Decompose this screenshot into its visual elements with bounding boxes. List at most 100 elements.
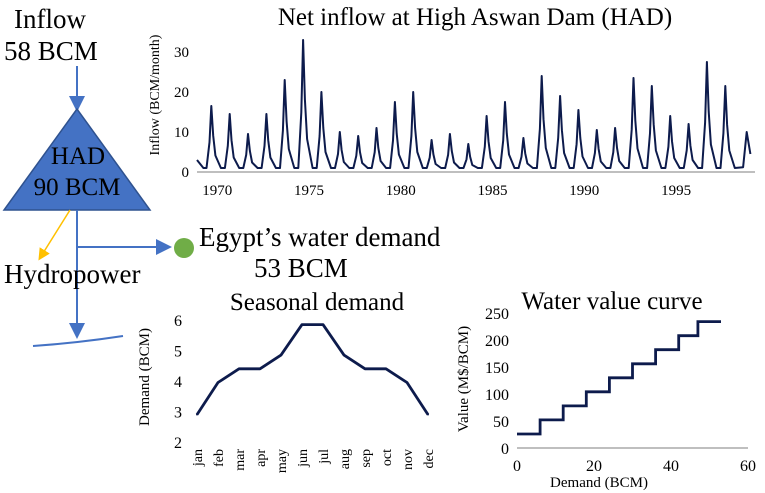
x-tick-label: dec — [422, 449, 437, 468]
demand-point — [196, 413, 198, 416]
seasonal-demand-chart: Seasonal demand Demand (BCM) 2 3 4 5 6 jan feb… — [137, 289, 437, 473]
inflow-annual-peak — [467, 143, 470, 145]
inflow-annual-peak — [394, 101, 396, 103]
inflow-annual-peak — [247, 133, 249, 135]
y-tick-label: 30 — [174, 45, 189, 61]
x-tick-label: 1980 — [386, 183, 416, 199]
inflow-series-line — [196, 39, 752, 169]
inflow-annual-peak — [522, 137, 525, 139]
demand-point — [238, 367, 240, 370]
water-value-step — [708, 320, 711, 323]
demand-point — [343, 354, 345, 357]
y-tick-label: 250 — [485, 306, 509, 323]
inflow-annual-peak — [320, 91, 323, 93]
chart-title: Water value curve — [521, 288, 702, 315]
y-tick-label: 5 — [174, 344, 182, 361]
inflow-annual-peak — [339, 131, 341, 133]
tick-group: 0 10 20 30 1970 1975 1980 1985 1990 1995 — [174, 45, 691, 199]
water-value-step — [550, 419, 553, 421]
river-line — [32, 335, 124, 347]
x-tick-label: 0 — [513, 458, 521, 475]
x-tick-label: feb — [212, 449, 227, 467]
hydropower-arrow — [38, 209, 71, 261]
net-inflow-chart: Net inflow at High Aswan Dam (HAD) Inflo… — [148, 4, 755, 199]
y-tick-label: 150 — [485, 360, 509, 377]
demand-label: Egypt’s water demand — [199, 222, 441, 252]
inflow-annual-peak — [614, 127, 616, 129]
y-tick-label: 50 — [493, 414, 509, 431]
x-tick-label: 1985 — [478, 183, 508, 199]
x-tick-label: 20 — [586, 458, 602, 475]
x-tick-label: 40 — [663, 458, 679, 475]
x-tick-label: 60 — [740, 458, 756, 475]
water-value-step — [666, 348, 668, 351]
schematic-diagram — [2, 66, 194, 347]
x-tick-label: 1970 — [202, 183, 232, 199]
water-value-step — [687, 334, 690, 337]
inflow-annual-peak — [449, 133, 451, 135]
water-value-step — [620, 377, 622, 379]
y-tick-label: 2 — [174, 435, 182, 452]
x-axis-label: Demand (BCM) — [550, 475, 648, 491]
y-tick-label: 100 — [485, 387, 509, 404]
x-tick-label: jun — [296, 449, 311, 468]
water-value-step — [643, 362, 645, 365]
y-axis-label: Value (M$/BCM) — [456, 326, 472, 432]
water-value-step — [573, 405, 576, 407]
inflow-annual-peak — [724, 85, 727, 87]
demand-point — [259, 367, 261, 370]
y-tick-label: 3 — [174, 405, 182, 422]
water-value-chart: Water value curve Value (M$/BCM) Demand … — [456, 288, 756, 491]
inflow-annual-peak — [430, 139, 433, 141]
inflow-annual-peak — [375, 127, 378, 129]
y-axis-label: Demand (BCM) — [137, 328, 153, 426]
demand-node — [174, 238, 194, 258]
inflow-annual-peak — [265, 113, 268, 115]
y-tick-label: 0 — [182, 165, 190, 181]
tick-group: 2 3 4 5 6 jan feb mar apr may jun jul aug sep oct nov de… — [174, 313, 437, 473]
chart-title: Seasonal demand — [230, 289, 405, 316]
inflow-annual-peak — [302, 39, 304, 41]
chart-title: Net inflow at High Aswan Dam (HAD) — [278, 4, 672, 31]
plot-area — [517, 320, 721, 436]
x-tick-label: may — [275, 449, 290, 473]
inflow-annual-peak — [412, 91, 415, 93]
inflow-annual-peak — [210, 105, 213, 107]
demand-point — [406, 381, 408, 384]
demand-point — [217, 381, 219, 384]
x-tick-label: oct — [380, 449, 395, 466]
x-tick-label: jan — [191, 449, 206, 467]
y-axis-label: Inflow (BCM/month) — [148, 34, 163, 155]
plot-area — [196, 39, 752, 169]
inflow-annual-peak — [651, 85, 653, 87]
had-capacity: 90 BCM — [33, 174, 121, 201]
water-value-step — [527, 433, 530, 435]
demand-point — [427, 413, 429, 416]
x-tick-label: mar — [233, 449, 248, 471]
inflow-annual-peak — [540, 75, 543, 77]
demand-point — [385, 367, 387, 370]
demand-series-line — [195, 323, 430, 416]
hydropower-label: Hydropower — [4, 259, 141, 289]
inflow-annual-peak — [632, 77, 635, 79]
y-tick-label: 0 — [501, 441, 509, 458]
x-tick-label: nov — [401, 449, 416, 470]
inflow-annual-peak — [706, 61, 708, 63]
y-tick-label: 4 — [174, 374, 182, 391]
x-tick-label: aug — [338, 449, 353, 469]
tick-group: 0 50 100 150 200 250 0 20 40 60 — [485, 306, 756, 475]
inflow-annual-peak — [577, 109, 580, 111]
inflow-annual-peak — [669, 115, 671, 117]
inflow-annual-peak — [357, 135, 359, 137]
inflow-value: 58 BCM — [4, 36, 98, 66]
y-tick-label: 10 — [174, 125, 189, 141]
x-tick-label: 1995 — [661, 183, 691, 199]
demand-point — [280, 354, 282, 357]
water-value-step — [597, 391, 599, 393]
had-name: HAD — [50, 143, 106, 170]
y-tick-label: 200 — [485, 333, 509, 350]
inflow-annual-peak — [559, 95, 561, 97]
demand-point — [322, 323, 324, 326]
inflow-annual-peak — [485, 115, 488, 117]
inflow-annual-peak — [504, 101, 506, 103]
